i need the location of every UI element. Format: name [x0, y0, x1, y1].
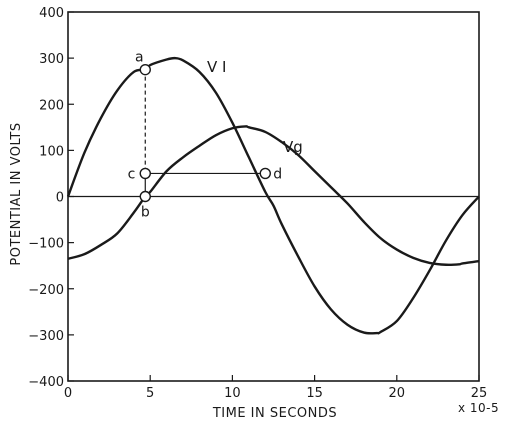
point-label-c: c [128, 166, 136, 182]
point-label-d: d [273, 166, 282, 182]
point-d [259, 167, 271, 180]
point-label-b: b [141, 205, 150, 221]
series-line-v1 [66, 56, 480, 335]
y-tick-label: 300 [39, 52, 64, 67]
point-b [139, 190, 151, 203]
y-tick-label: 0 [56, 191, 64, 206]
x-tick-label: 25 [471, 386, 488, 401]
point-label-a: a [135, 50, 144, 66]
x-tick-label: 20 [389, 386, 406, 401]
x-tick-label: 5 [146, 386, 154, 401]
series-label-vg: Vg [283, 138, 303, 156]
x-tick-label: 10 [224, 386, 241, 401]
y-tick-label: −400 [28, 375, 64, 390]
y-tick-label: 200 [39, 98, 64, 113]
labels: V I Vg TIME IN SECONDS x 10-5 POTENTIAL … [9, 58, 499, 421]
y-tick-label: 100 [39, 144, 64, 159]
point-a [139, 63, 151, 76]
x-axis-title: TIME IN SECONDS [212, 406, 337, 421]
y-axis-title: POTENTIAL IN VOLTS [9, 122, 24, 265]
x-axis-multiplier: x 10-5 [458, 401, 499, 415]
y-tick-label: 400 [39, 6, 64, 21]
marked-points: a b c d [128, 50, 283, 221]
series-line-vg [67, 125, 480, 267]
x-tick-label: 15 [306, 386, 323, 401]
curves [66, 56, 480, 335]
y-tick-label: −200 [28, 283, 64, 298]
series-label-v1: V I [207, 58, 226, 76]
y-tick-label: −100 [28, 237, 64, 252]
x-tick-label: 0 [64, 386, 72, 401]
y-tick-label: −300 [28, 329, 64, 344]
point-c [139, 167, 151, 180]
guide-lines [144, 69, 266, 197]
